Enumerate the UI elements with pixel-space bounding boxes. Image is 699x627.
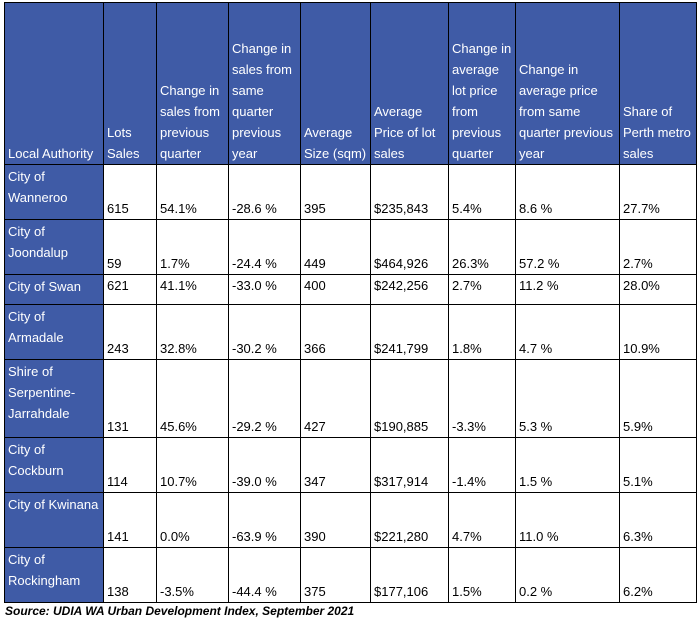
cell-change-price-prev-year: 1.5 %: [515, 437, 620, 493]
cell-change-sales-prev-quarter: 1.7%: [156, 219, 229, 275]
cell-share-perth-sales: 27.7%: [619, 164, 697, 220]
table-row: City of Swan 621 41.1% -33.0 % 400 $242,…: [4, 274, 697, 305]
header-share-perth-sales: Share of Perth metro sales: [619, 2, 697, 165]
row-authority-label: City of Rockingham: [4, 547, 104, 603]
cell-lots-sales: 141: [103, 492, 157, 548]
header-row: Local Authority Lots Sales Change in sal…: [4, 2, 697, 165]
header-local-authority: Local Authority: [4, 2, 104, 165]
header-change-price-prev-quarter: Change in average lot price from previou…: [448, 2, 516, 165]
cell-average-price: $221,280: [370, 492, 449, 548]
row-authority-label: City of Cockburn: [4, 437, 104, 493]
cell-change-price-prev-quarter: 26.3%: [448, 219, 516, 275]
cell-change-price-prev-year: 5.3 %: [515, 359, 620, 438]
cell-average-size: 366: [300, 304, 371, 360]
cell-lots-sales: 59: [103, 219, 157, 275]
cell-share-perth-sales: 2.7%: [619, 219, 697, 275]
cell-change-sales-prev-year: -30.2 %: [228, 304, 301, 360]
row-authority-label: City of Swan: [4, 274, 104, 305]
cell-change-price-prev-quarter: 2.7%: [448, 274, 516, 305]
table-row: City of Wanneroo 615 54.1% -28.6 % 395 $…: [4, 164, 697, 220]
cell-share-perth-sales: 6.3%: [619, 492, 697, 548]
cell-average-size: 400: [300, 274, 371, 305]
cell-average-size: 395: [300, 164, 371, 220]
header-average-size: Average Size (sqm): [300, 2, 371, 165]
cell-change-price-prev-year: 8.6 %: [515, 164, 620, 220]
table-row: City of Joondalup 59 1.7% -24.4 % 449 $4…: [4, 219, 697, 275]
cell-change-sales-prev-quarter: 32.8%: [156, 304, 229, 360]
cell-change-price-prev-quarter: -1.4%: [448, 437, 516, 493]
cell-change-sales-prev-year: -39.0 %: [228, 437, 301, 493]
cell-change-sales-prev-quarter: 54.1%: [156, 164, 229, 220]
cell-change-sales-prev-quarter: 10.7%: [156, 437, 229, 493]
cell-share-perth-sales: 6.2%: [619, 547, 697, 603]
cell-average-size: 375: [300, 547, 371, 603]
cell-lots-sales: 131: [103, 359, 157, 438]
cell-change-price-prev-year: 4.7 %: [515, 304, 620, 360]
row-authority-label: City of Kwinana: [4, 492, 104, 548]
row-authority-label: City of Joondalup: [4, 219, 104, 275]
cell-change-sales-prev-year: -63.9 %: [228, 492, 301, 548]
cell-average-size: 347: [300, 437, 371, 493]
cell-lots-sales: 138: [103, 547, 157, 603]
cell-lots-sales: 615: [103, 164, 157, 220]
header-change-sales-prev-year: Change in sales from same quarter previo…: [228, 2, 301, 165]
cell-average-price: $177,106: [370, 547, 449, 603]
cell-lots-sales: 114: [103, 437, 157, 493]
cell-change-price-prev-quarter: 4.7%: [448, 492, 516, 548]
table-row: City of Rockingham 138 -3.5% -44.4 % 375…: [4, 547, 697, 603]
cell-average-price: $317,914: [370, 437, 449, 493]
header-lots-sales: Lots Sales: [103, 2, 157, 165]
cell-change-sales-prev-quarter: 0.0%: [156, 492, 229, 548]
cell-change-sales-prev-year: -29.2 %: [228, 359, 301, 438]
cell-share-perth-sales: 28.0%: [619, 274, 697, 305]
header-change-price-prev-year: Change in average price from same quarte…: [515, 2, 620, 165]
cell-average-price: $235,843: [370, 164, 449, 220]
cell-average-price: $242,256: [370, 274, 449, 305]
cell-share-perth-sales: 5.9%: [619, 359, 697, 438]
cell-average-size: 390: [300, 492, 371, 548]
table-row: City of Kwinana 141 0.0% -63.9 % 390 $22…: [4, 492, 697, 548]
cell-lots-sales: 243: [103, 304, 157, 360]
cell-average-price: $190,885: [370, 359, 449, 438]
cell-change-price-prev-year: 11.2 %: [515, 274, 620, 305]
cell-change-sales-prev-year: -44.4 %: [228, 547, 301, 603]
table-row: City of Armadale 243 32.8% -30.2 % 366 $…: [4, 304, 697, 360]
cell-change-sales-prev-year: -28.6 %: [228, 164, 301, 220]
land-sales-table: Local Authority Lots Sales Change in sal…: [4, 2, 697, 603]
cell-average-size: 449: [300, 219, 371, 275]
cell-average-price: $464,926: [370, 219, 449, 275]
table-row: Shire of Serpentine-Jarrahdale 131 45.6%…: [4, 359, 697, 438]
cell-share-perth-sales: 5.1%: [619, 437, 697, 493]
cell-change-price-prev-quarter: -3.3%: [448, 359, 516, 438]
table-row: City of Cockburn 114 10.7% -39.0 % 347 $…: [4, 437, 697, 493]
cell-change-price-prev-quarter: 1.8%: [448, 304, 516, 360]
cell-average-price: $241,799: [370, 304, 449, 360]
row-authority-label: Shire of Serpentine-Jarrahdale: [4, 359, 104, 438]
cell-share-perth-sales: 10.9%: [619, 304, 697, 360]
header-change-sales-prev-quarter: Change in sales from previous quarter: [156, 2, 229, 165]
cell-change-sales-prev-quarter: -3.5%: [156, 547, 229, 603]
cell-change-price-prev-quarter: 1.5%: [448, 547, 516, 603]
cell-change-price-prev-quarter: 5.4%: [448, 164, 516, 220]
cell-change-sales-prev-year: -24.4 %: [228, 219, 301, 275]
cell-average-size: 427: [300, 359, 371, 438]
cell-lots-sales: 621: [103, 274, 157, 305]
header-average-price: Average Price of lot sales: [370, 2, 449, 165]
source-note: Source: UDIA WA Urban Development Index,…: [5, 604, 355, 618]
cell-change-price-prev-year: 11.0 %: [515, 492, 620, 548]
cell-change-sales-prev-year: -33.0 %: [228, 274, 301, 305]
cell-change-price-prev-year: 57.2 %: [515, 219, 620, 275]
row-authority-label: City of Armadale: [4, 304, 104, 360]
cell-change-price-prev-year: 0.2 %: [515, 547, 620, 603]
cell-change-sales-prev-quarter: 45.6%: [156, 359, 229, 438]
cell-change-sales-prev-quarter: 41.1%: [156, 274, 229, 305]
row-authority-label: City of Wanneroo: [4, 164, 104, 220]
